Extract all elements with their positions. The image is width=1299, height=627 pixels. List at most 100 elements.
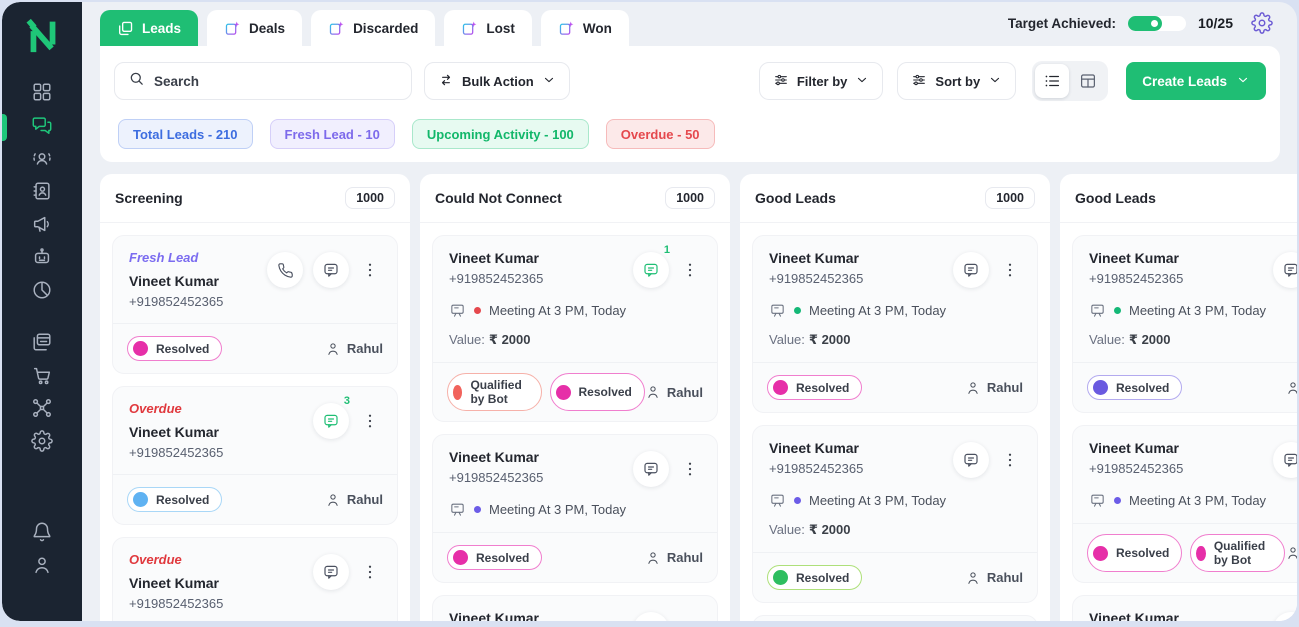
lead-name: Vineet Kumar xyxy=(1089,250,1179,266)
chat-bubble-icon xyxy=(322,261,340,279)
chat-button[interactable]: 3 xyxy=(313,395,350,439)
chat-unread-count: 1 xyxy=(663,244,670,256)
card-menu-kebab-icon[interactable] xyxy=(679,619,701,621)
card-menu-kebab-icon[interactable] xyxy=(999,449,1021,471)
status-tag: Resolved xyxy=(127,487,223,512)
summary-chip[interactable]: Fresh Lead - 10 xyxy=(269,119,395,149)
bulk-action-button[interactable]: Bulk Action xyxy=(424,62,570,100)
card-menu-kebab-icon[interactable] xyxy=(679,458,701,480)
tab-label: Deals xyxy=(249,20,286,36)
search-input[interactable] xyxy=(154,73,398,89)
settings-gear-icon[interactable] xyxy=(1251,12,1273,34)
sidebar-item-notifications[interactable] xyxy=(2,518,82,551)
lead-name: Vineet Kumar xyxy=(449,610,539,621)
activity-text: Meeting At 3 PM, Today xyxy=(489,502,627,517)
active-indicator xyxy=(2,114,7,141)
chat-button[interactable] xyxy=(633,451,669,487)
sidebar-item-dashboard[interactable] xyxy=(2,78,82,111)
lead-phone: +919852452365 xyxy=(769,271,864,286)
lead-card[interactable]: Vineet Kumar+919852452365Value:₹ 2000 xyxy=(432,595,718,621)
chat-button[interactable] xyxy=(953,252,989,288)
tab-lost[interactable]: Lost xyxy=(444,10,532,46)
sidebar-item-bot[interactable] xyxy=(2,243,82,276)
person-icon xyxy=(965,380,981,396)
sidebar-item-megaphone[interactable] xyxy=(2,210,82,243)
sidebar-item-settings[interactable] xyxy=(2,427,82,460)
tag-label: Qualified by Bot xyxy=(470,378,522,406)
sidebar-item-pie-chart[interactable] xyxy=(2,276,82,309)
conversations-icon xyxy=(31,114,53,141)
activity-row: Meeting At 3 PM, Today xyxy=(769,302,1021,319)
lead-name: Vineet Kumar xyxy=(449,250,539,266)
lead-card[interactable]: Fresh Lead Vineet Kumar +919852452365 Resol… xyxy=(112,235,398,374)
lead-status-label: Overdue xyxy=(129,552,182,567)
summary-chip[interactable]: Total Leads - 210 xyxy=(118,119,253,149)
card-menu-kebab-icon[interactable] xyxy=(359,561,381,583)
kanban-view-button[interactable] xyxy=(1071,64,1105,98)
column-body: Vineet Kumar +919852452365 Meeting At 3 PM… xyxy=(1060,223,1297,621)
chat-button[interactable] xyxy=(313,252,349,288)
lead-card[interactable]: Overdue Vineet Kumar +919852452365 3 Resolve… xyxy=(112,386,398,525)
lead-name: Vineet Kumar xyxy=(769,440,859,456)
chevron-down-icon xyxy=(542,73,556,90)
sidebar-item-profile[interactable] xyxy=(2,551,82,584)
sort-by-button[interactable]: Sort by xyxy=(897,62,1017,100)
chat-button[interactable] xyxy=(633,612,669,621)
tab-deals[interactable]: Deals xyxy=(207,10,303,46)
lead-phone: +919852452365 xyxy=(129,596,224,611)
tag-dot xyxy=(1093,380,1108,395)
chat-button[interactable] xyxy=(313,554,349,590)
tab-won[interactable]: Won xyxy=(540,10,629,46)
card-menu-kebab-icon[interactable] xyxy=(359,259,381,281)
activity-text: Meeting At 3 PM, Today xyxy=(489,303,627,318)
summary-chip[interactable]: Upcoming Activity - 100 xyxy=(411,119,589,149)
sidebar-item-browser[interactable] xyxy=(2,328,82,361)
filter-by-button[interactable]: Filter by xyxy=(758,62,884,100)
chat-button[interactable] xyxy=(1273,252,1297,288)
search-box[interactable] xyxy=(114,62,412,100)
chat-button[interactable] xyxy=(1273,612,1297,621)
lead-phone: +919852452365 xyxy=(1089,461,1184,476)
sidebar-item-integrations[interactable] xyxy=(2,394,82,427)
tab-label: Leads xyxy=(142,20,182,36)
tab-discarded[interactable]: Discarded xyxy=(311,10,436,46)
card-main: Vineet Kumar+919852452365Value:₹ 2000 xyxy=(433,596,717,621)
create-leads-button[interactable]: Create Leads xyxy=(1126,62,1266,100)
sidebar-item-contacts[interactable] xyxy=(2,177,82,210)
activity-status-dot xyxy=(1114,307,1121,314)
summary-chip[interactable]: Overdue - 50 xyxy=(605,119,715,149)
card-menu-kebab-icon[interactable] xyxy=(359,410,381,432)
lead-card[interactable]: Vineet Kumar+919852452365Value:₹ 2000 xyxy=(1072,595,1297,621)
activity-status-dot xyxy=(794,307,801,314)
call-button[interactable] xyxy=(267,252,303,288)
sidebar-item-conversations[interactable] xyxy=(2,111,82,144)
card-menu-kebab-icon[interactable] xyxy=(999,259,1021,281)
tab-leads[interactable]: Leads xyxy=(100,10,199,46)
list-view-button[interactable] xyxy=(1035,64,1070,98)
lead-card[interactable]: Vineet Kumar +919852452365 1 Meeting At 3 P… xyxy=(432,235,718,422)
chat-button[interactable] xyxy=(953,442,989,478)
assignee-name: Rahul xyxy=(986,380,1023,395)
lead-name: Vineet Kumar xyxy=(129,575,219,591)
column-count-badge: 1000 xyxy=(665,187,715,209)
target-progress-toggle[interactable] xyxy=(1127,15,1186,31)
brand-logo xyxy=(26,18,56,53)
assignee-name: Rahul xyxy=(666,384,703,400)
tag-dot xyxy=(133,492,148,507)
assignee-name: Rahul xyxy=(986,570,1023,585)
chat-button[interactable]: 1 xyxy=(633,244,670,288)
status-tag: Qualified by Bot xyxy=(447,373,542,411)
activity-text: Meeting At 3 PM, Today xyxy=(1129,303,1267,318)
chat-button[interactable] xyxy=(1273,442,1297,478)
sidebar-item-cart[interactable] xyxy=(2,361,82,394)
sidebar-item-team[interactable] xyxy=(2,144,82,177)
card-main: Overdue Vineet Kumar +919852452365 3 xyxy=(113,387,397,474)
card-menu-kebab-icon[interactable] xyxy=(679,259,701,281)
